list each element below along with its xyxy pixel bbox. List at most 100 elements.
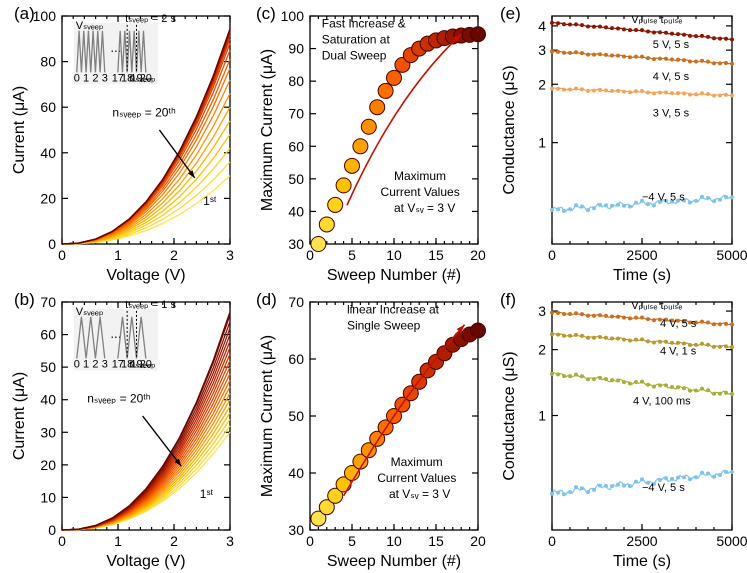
- svg-text:linear Increase at: linear Increase at: [347, 302, 440, 316]
- svg-text:Sweep Number (#): Sweep Number (#): [327, 267, 461, 284]
- svg-text:3: 3: [226, 247, 234, 263]
- svg-text:Maximum Current (μA): Maximum Current (μA): [259, 49, 276, 211]
- svg-text:−4 V, 5 s: −4 V, 5 s: [642, 192, 685, 204]
- svg-text:at Vₛᵥ = 3 V: at Vₛᵥ = 3 V: [394, 201, 455, 215]
- svg-text:2: 2: [92, 72, 98, 84]
- svg-text:2500: 2500: [626, 533, 657, 549]
- svg-text:Voltage (V): Voltage (V): [106, 267, 185, 284]
- svg-text:5 V, 5 s: 5 V, 5 s: [653, 39, 690, 51]
- svg-text:5: 5: [348, 533, 356, 549]
- svg-text:Maximum: Maximum: [394, 169, 446, 183]
- svg-text:5000: 5000: [716, 247, 747, 263]
- svg-text:Current (μA): Current (μA): [11, 372, 28, 460]
- svg-text:Conductance (μS): Conductance (μS): [501, 65, 518, 194]
- svg-text:0: 0: [58, 533, 66, 549]
- svg-text:5: 5: [348, 247, 356, 263]
- panel-label-f: (f): [500, 290, 516, 310]
- svg-text:3 V, 5 s: 3 V, 5 s: [653, 107, 690, 119]
- svg-text:0: 0: [48, 236, 56, 252]
- svg-text:4 V, 1 s: 4 V, 1 s: [660, 345, 697, 357]
- svg-text:50: 50: [288, 408, 304, 424]
- svg-text:0: 0: [306, 533, 314, 549]
- svg-text:3: 3: [226, 533, 234, 549]
- svg-text:1: 1: [114, 533, 122, 549]
- svg-text:60: 60: [40, 327, 56, 343]
- svg-text:3: 3: [102, 358, 108, 370]
- svg-text:2500: 2500: [626, 247, 657, 263]
- svg-text:2: 2: [538, 76, 546, 92]
- figure-svg: 0123020406080100Voltage (V)Current (μA)n…: [0, 0, 747, 573]
- svg-text:Maximum Current (μA): Maximum Current (μA): [259, 335, 276, 497]
- svg-text:4 V, 5 s: 4 V, 5 s: [660, 318, 697, 330]
- svg-text:50: 50: [40, 359, 56, 375]
- svg-text:10: 10: [386, 247, 402, 263]
- svg-text:40: 40: [288, 203, 304, 219]
- svg-text:30: 30: [40, 424, 56, 440]
- svg-text:70: 70: [288, 106, 304, 122]
- svg-text:Saturation at: Saturation at: [322, 32, 391, 46]
- svg-text:100: 100: [281, 8, 305, 24]
- svg-text:0: 0: [74, 72, 80, 84]
- svg-text:1ˢᵗ: 1ˢᵗ: [200, 487, 214, 501]
- svg-text:30: 30: [288, 236, 304, 252]
- svg-text:15: 15: [428, 533, 444, 549]
- svg-text:Vₛᵥₑₑₚ: Vₛᵥₑₑₚ: [76, 306, 104, 318]
- panel-label-a: (a): [14, 4, 35, 24]
- svg-text:0: 0: [48, 522, 56, 538]
- svg-text:4: 4: [538, 18, 546, 34]
- svg-text:70: 70: [40, 294, 56, 310]
- svg-text:Voltage (V): Voltage (V): [106, 553, 185, 570]
- svg-text:50: 50: [288, 171, 304, 187]
- svg-text:Dual Sweep: Dual Sweep: [322, 48, 387, 62]
- svg-text:20: 20: [40, 457, 56, 473]
- svg-text:60: 60: [288, 351, 304, 367]
- svg-text:20: 20: [470, 533, 486, 549]
- svg-text:Current (μA): Current (μA): [11, 86, 28, 174]
- svg-text:Vₚᵤₗₛₑ tₚᵤₗₛₑ: Vₚᵤₗₛₑ tₚᵤₗₛₑ: [631, 300, 682, 312]
- svg-text:Maximum: Maximum: [391, 455, 443, 469]
- svg-text:Time (s): Time (s): [613, 267, 671, 284]
- svg-text:0: 0: [548, 247, 556, 263]
- svg-text:0: 0: [58, 247, 66, 263]
- svg-text:100: 100: [33, 8, 57, 24]
- svg-text:30: 30: [288, 522, 304, 538]
- svg-text:1ˢᵗ: 1ˢᵗ: [203, 194, 217, 208]
- panel-label-b: (b): [14, 290, 35, 310]
- svg-text:20: 20: [140, 358, 152, 370]
- svg-text:60: 60: [288, 138, 304, 154]
- svg-text:nₛᵥₑₑₚ = 20ᵗʰ: nₛᵥₑₑₚ = 20ᵗʰ: [112, 105, 176, 119]
- svg-text:70: 70: [288, 294, 304, 310]
- svg-text:40: 40: [40, 392, 56, 408]
- svg-text:tₛᵥₑₑₚ = 2 s: tₛᵥₑₑₚ = 2 s: [125, 13, 176, 25]
- svg-text:Current Values: Current Values: [381, 185, 460, 199]
- svg-text:40: 40: [40, 145, 56, 161]
- svg-text:1: 1: [83, 358, 89, 370]
- svg-text:10: 10: [40, 489, 56, 505]
- figure-root: (a) (b) (c) (d) (e) (f) 0123020406080100…: [0, 0, 747, 573]
- svg-text:nₛᵥₑₑₚ = 20ᵗʰ: nₛᵥₑₑₚ = 20ᵗʰ: [87, 391, 151, 405]
- svg-text:2: 2: [538, 342, 546, 358]
- svg-text:20: 20: [140, 72, 152, 84]
- svg-text:0: 0: [548, 533, 556, 549]
- svg-text:40: 40: [288, 465, 304, 481]
- svg-text:−4 V, 5 s: −4 V, 5 s: [642, 482, 685, 494]
- svg-text:4 V, 100 ms: 4 V, 100 ms: [633, 396, 691, 408]
- panel-label-c: (c): [256, 4, 276, 24]
- svg-text:10: 10: [386, 533, 402, 549]
- svg-text:at Vₛᵥ = 3 V: at Vₛᵥ = 3 V: [389, 487, 450, 501]
- svg-text:Time (s): Time (s): [613, 553, 671, 570]
- panel-label-e: (e): [500, 4, 521, 24]
- svg-text:Fast Increase &: Fast Increase &: [322, 16, 406, 30]
- svg-text:80: 80: [288, 73, 304, 89]
- panel-label-d: (d): [256, 290, 277, 310]
- svg-text:Vₚᵤₗₛₑ tₚᵤₗₛₑ: Vₚᵤₗₛₑ tₚᵤₗₛₑ: [631, 14, 682, 26]
- svg-text:tₛᵥₑₑₚ = 1 s: tₛᵥₑₑₚ = 1 s: [125, 299, 176, 311]
- svg-text:3: 3: [538, 303, 546, 319]
- svg-text:5000: 5000: [716, 533, 747, 549]
- svg-text:20: 20: [470, 247, 486, 263]
- svg-text:Conductance (μS): Conductance (μS): [501, 351, 518, 480]
- svg-text:3: 3: [102, 72, 108, 84]
- svg-text:3: 3: [538, 42, 546, 58]
- svg-text:2: 2: [92, 358, 98, 370]
- svg-text:1: 1: [538, 408, 546, 424]
